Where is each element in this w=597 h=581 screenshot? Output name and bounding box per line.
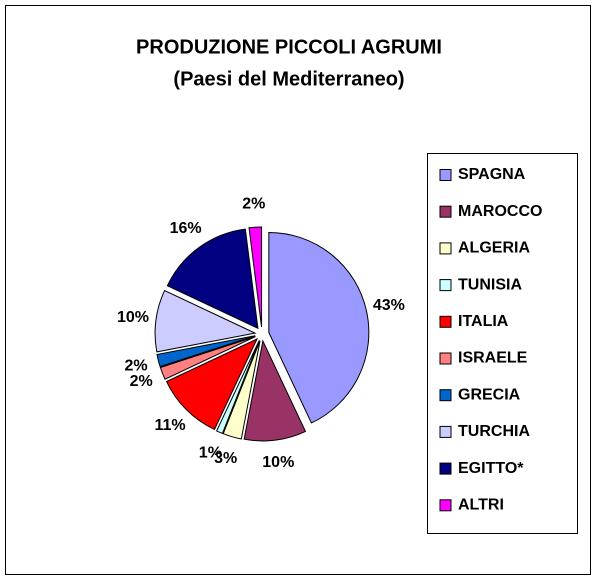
data-label: 2% [242,195,265,212]
pie-slice [165,337,259,431]
legend-swatch [439,242,452,255]
pie-slice [159,336,256,380]
legend-label: TUNISIA [458,276,522,293]
legend-label: ISRAELE [458,350,528,367]
pie-slice [215,340,260,435]
legend-swatch [439,499,452,512]
pie-slice [222,340,261,440]
legend-label: ITALIA [458,313,509,330]
legend-label: MAROCCO [458,203,542,220]
legend-swatch [439,389,452,402]
data-label: 43% [373,297,405,314]
legend-swatch [439,205,452,218]
legend-box [427,153,578,534]
legend-swatch [439,169,452,181]
legend-label: TURCHIA [458,423,530,440]
data-label: 10% [262,454,294,471]
legend-label: ALGERIA [458,240,530,257]
chart-title: PRODUZIONE PICCOLI AGRUMI [136,36,442,58]
data-label: 2% [125,358,148,375]
legend-label: ALTRI [458,497,504,514]
pie-slice [154,289,257,353]
legend-swatch [439,315,452,328]
data-label: 11% [155,417,186,434]
pie-slice [268,231,370,424]
data-label: 3% [214,450,237,467]
legend-label: GRECIA [458,386,521,403]
legend-swatch [439,279,452,292]
chart-subtitle: (Paesi del Mediterraneo) [173,68,404,90]
pie-slice [243,339,307,442]
data-label: 10% [117,309,149,326]
pie-slice [248,226,263,328]
data-label: 16% [170,220,202,237]
pie-slice [156,335,256,368]
legend-swatch [439,462,452,475]
data-label: 2% [130,373,153,390]
pie-slice [166,228,259,330]
legend-swatch [439,425,452,438]
legend-label: SPAGNA [458,166,526,183]
legend-swatch [439,352,452,365]
data-label: 1% [199,445,222,462]
legend-label: EGITTO* [458,460,524,477]
